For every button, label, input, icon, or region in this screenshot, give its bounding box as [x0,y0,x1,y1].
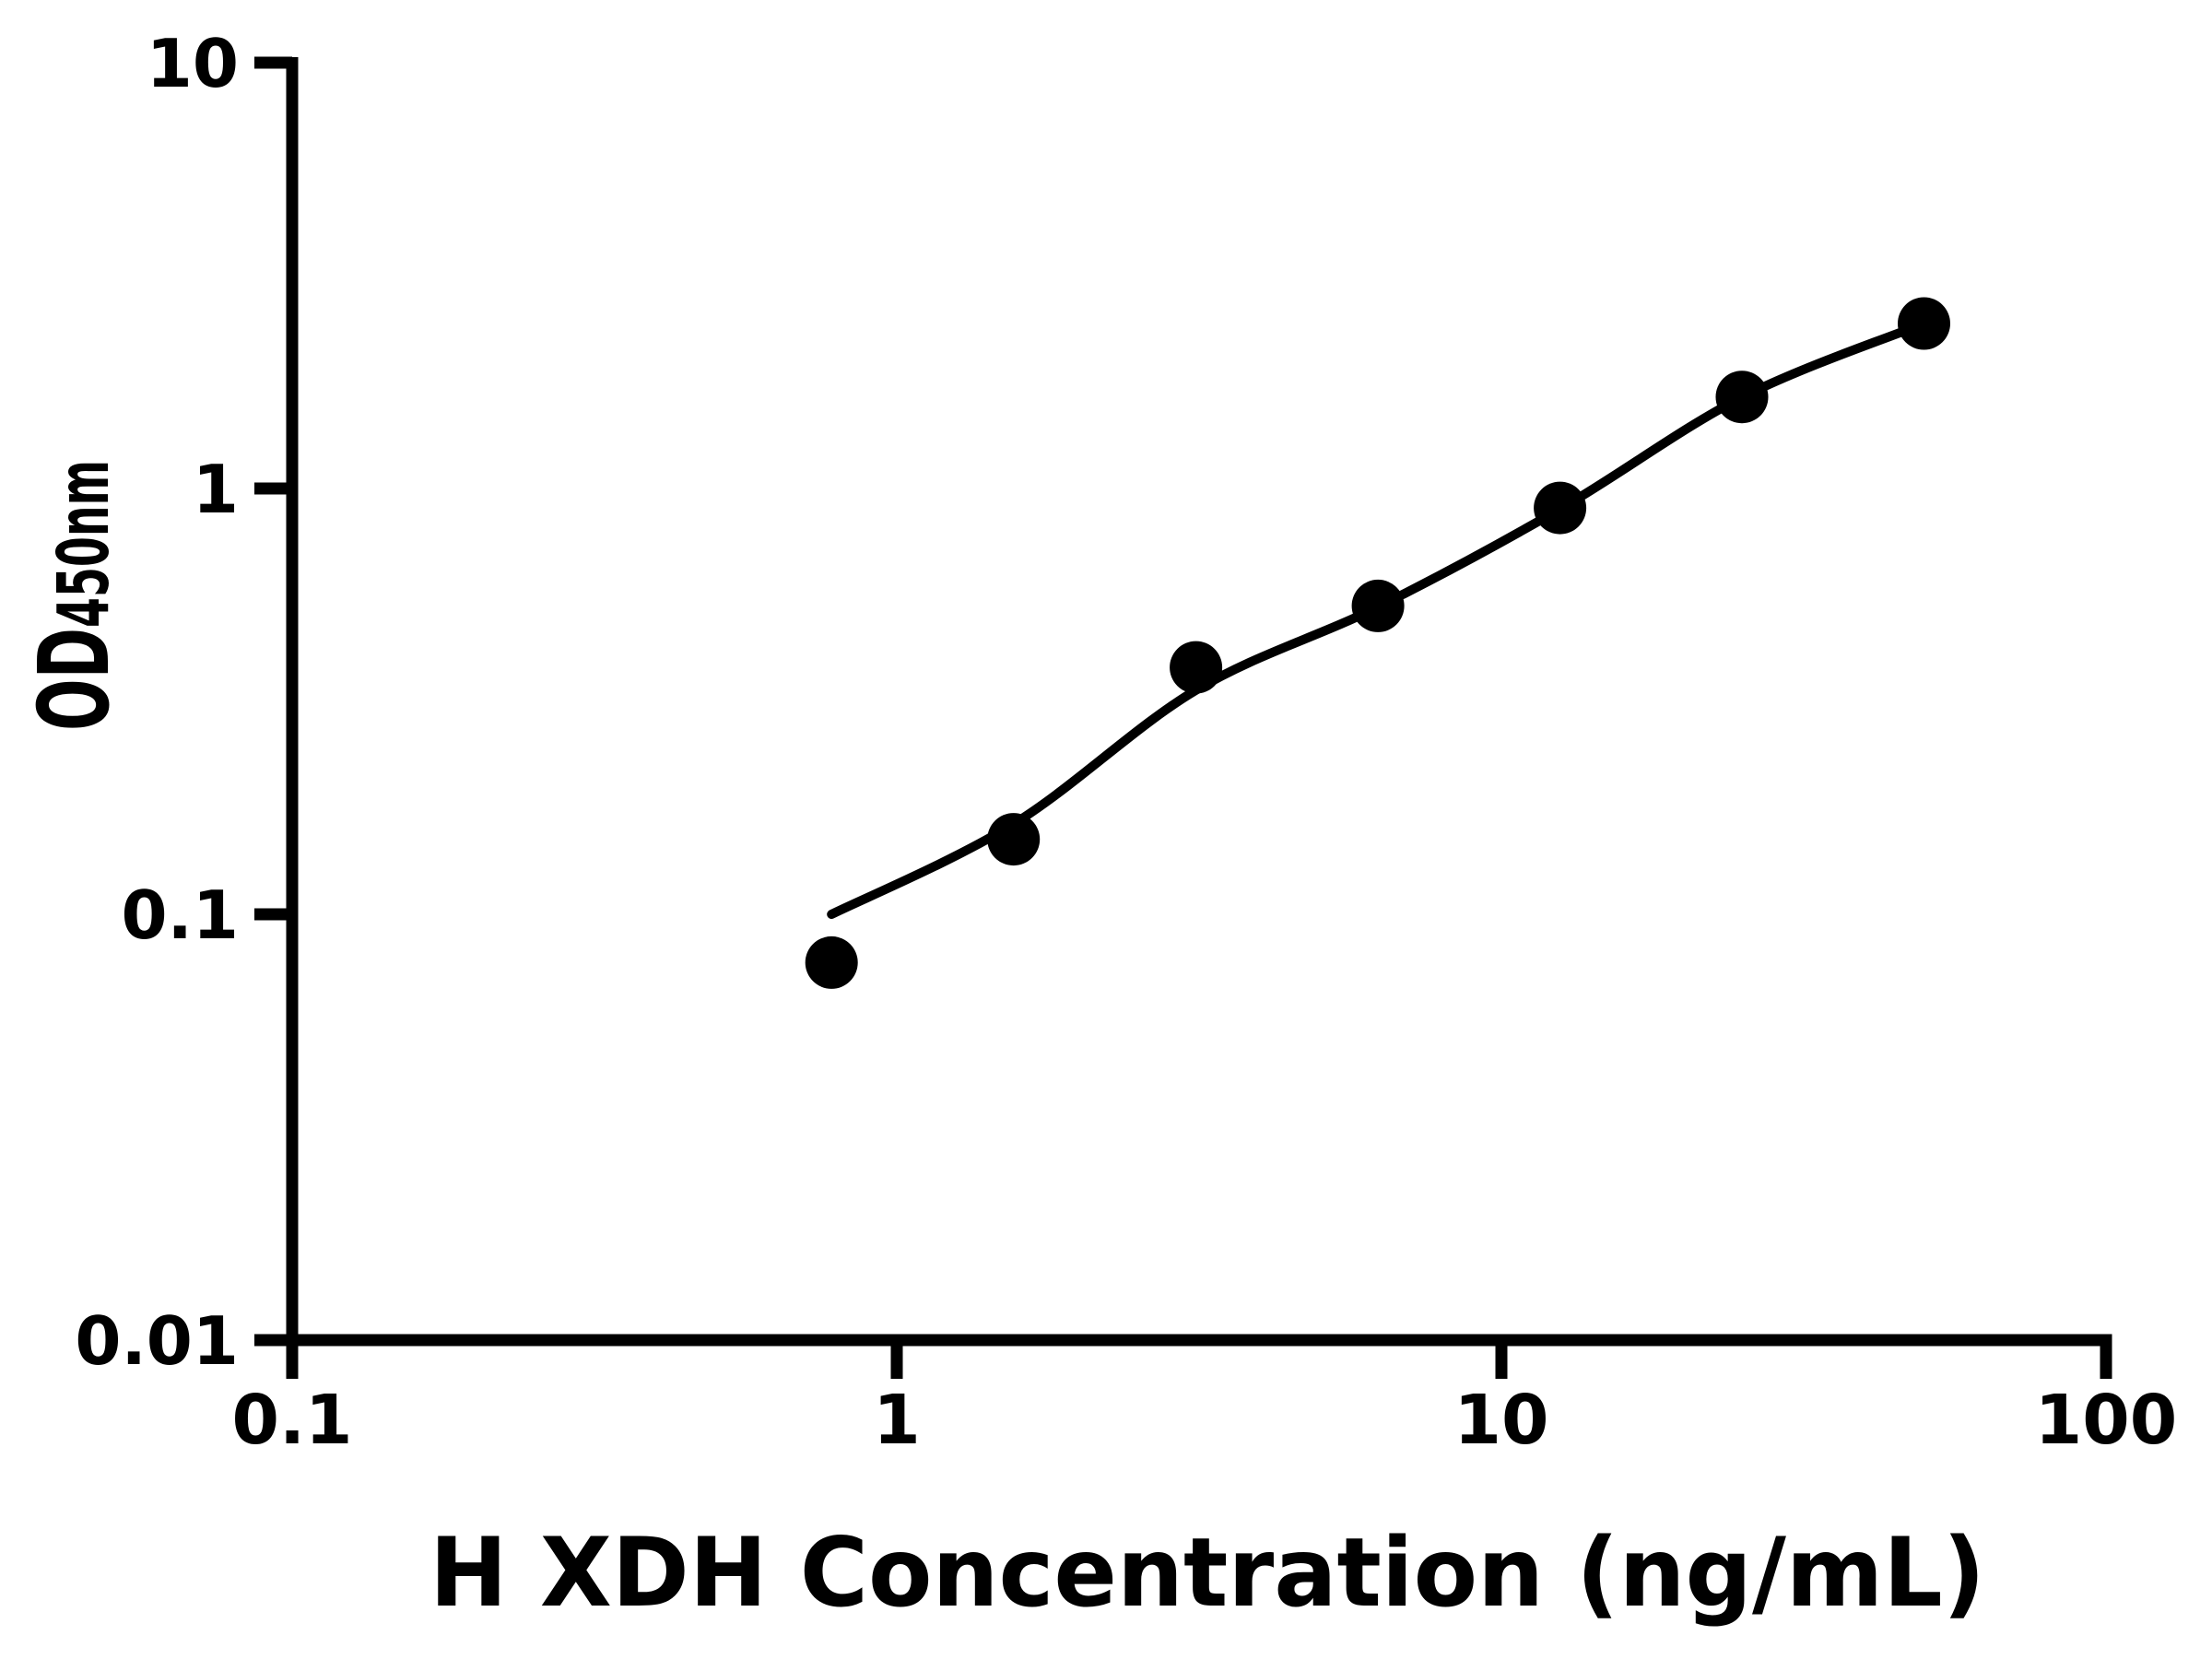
x-axis-title: H XDH Concentration (ng/mL) [429,1518,1985,1629]
data-point [1351,579,1405,632]
data-point [1715,371,1769,424]
y-axis-tick-label: 0.1 [121,877,239,954]
data-point [1898,297,1950,350]
x-axis-tick-label: 10 [1454,1381,1549,1460]
data-point [1534,481,1587,535]
y-axis-tick-label: 0.01 [75,1302,239,1380]
x-axis-tick-label: 0.1 [231,1381,352,1460]
y-axis-tick-label: 10 [147,25,239,102]
y-axis-title-sub: 450nm [43,460,125,628]
axes-layer [286,57,2112,1347]
data-point [1170,641,1223,694]
points-layer [805,297,1950,989]
x-axis-tick-label: 1 [873,1381,921,1460]
data-point [987,813,1041,866]
data-point [805,935,858,989]
y-axis-title-main: OD [18,628,131,731]
y-axis-title: OD450nm [18,460,131,731]
y-axis-tick-label: 1 [193,451,239,528]
x-axis-tick-label: 100 [2035,1381,2177,1460]
